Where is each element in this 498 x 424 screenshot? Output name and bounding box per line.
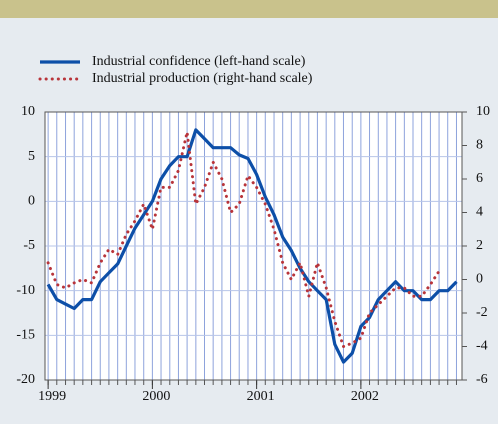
x-tick-label: 1999 <box>38 389 66 404</box>
series-line <box>46 128 458 364</box>
y-tick-label: -20 <box>16 372 35 387</box>
y2-tick-label: 6 <box>476 171 483 186</box>
plot-frame <box>44 111 463 381</box>
y-tick-label: 0 <box>28 194 35 209</box>
y2-tick-label: -6 <box>476 372 488 387</box>
series-line <box>46 131 441 349</box>
x-tick-label: 2002 <box>351 389 379 404</box>
y-tick-label: -15 <box>16 328 35 343</box>
y2-tick-label: -2 <box>476 305 488 320</box>
y2-tick-label: 4 <box>476 205 483 220</box>
top-band <box>0 0 498 18</box>
x-tick-label: 2001 <box>247 389 275 404</box>
y2-tick-label: 10 <box>476 104 490 119</box>
legend-label: Industrial production (right-hand scale) <box>92 71 313 86</box>
y-tick-label: -5 <box>23 238 35 253</box>
y2-tick-label: 8 <box>476 138 483 153</box>
y2-tick-label: 2 <box>476 238 483 253</box>
y-tick-label: -10 <box>16 283 35 298</box>
y2-tick-label: 0 <box>476 272 483 287</box>
legend-label: Industrial confidence (left-hand scale) <box>92 54 306 69</box>
y2-tick-label: -4 <box>476 339 488 354</box>
y-tick-label: 5 <box>28 149 35 164</box>
x-tick-label: 2000 <box>142 389 170 404</box>
y-tick-label: 10 <box>21 104 35 119</box>
